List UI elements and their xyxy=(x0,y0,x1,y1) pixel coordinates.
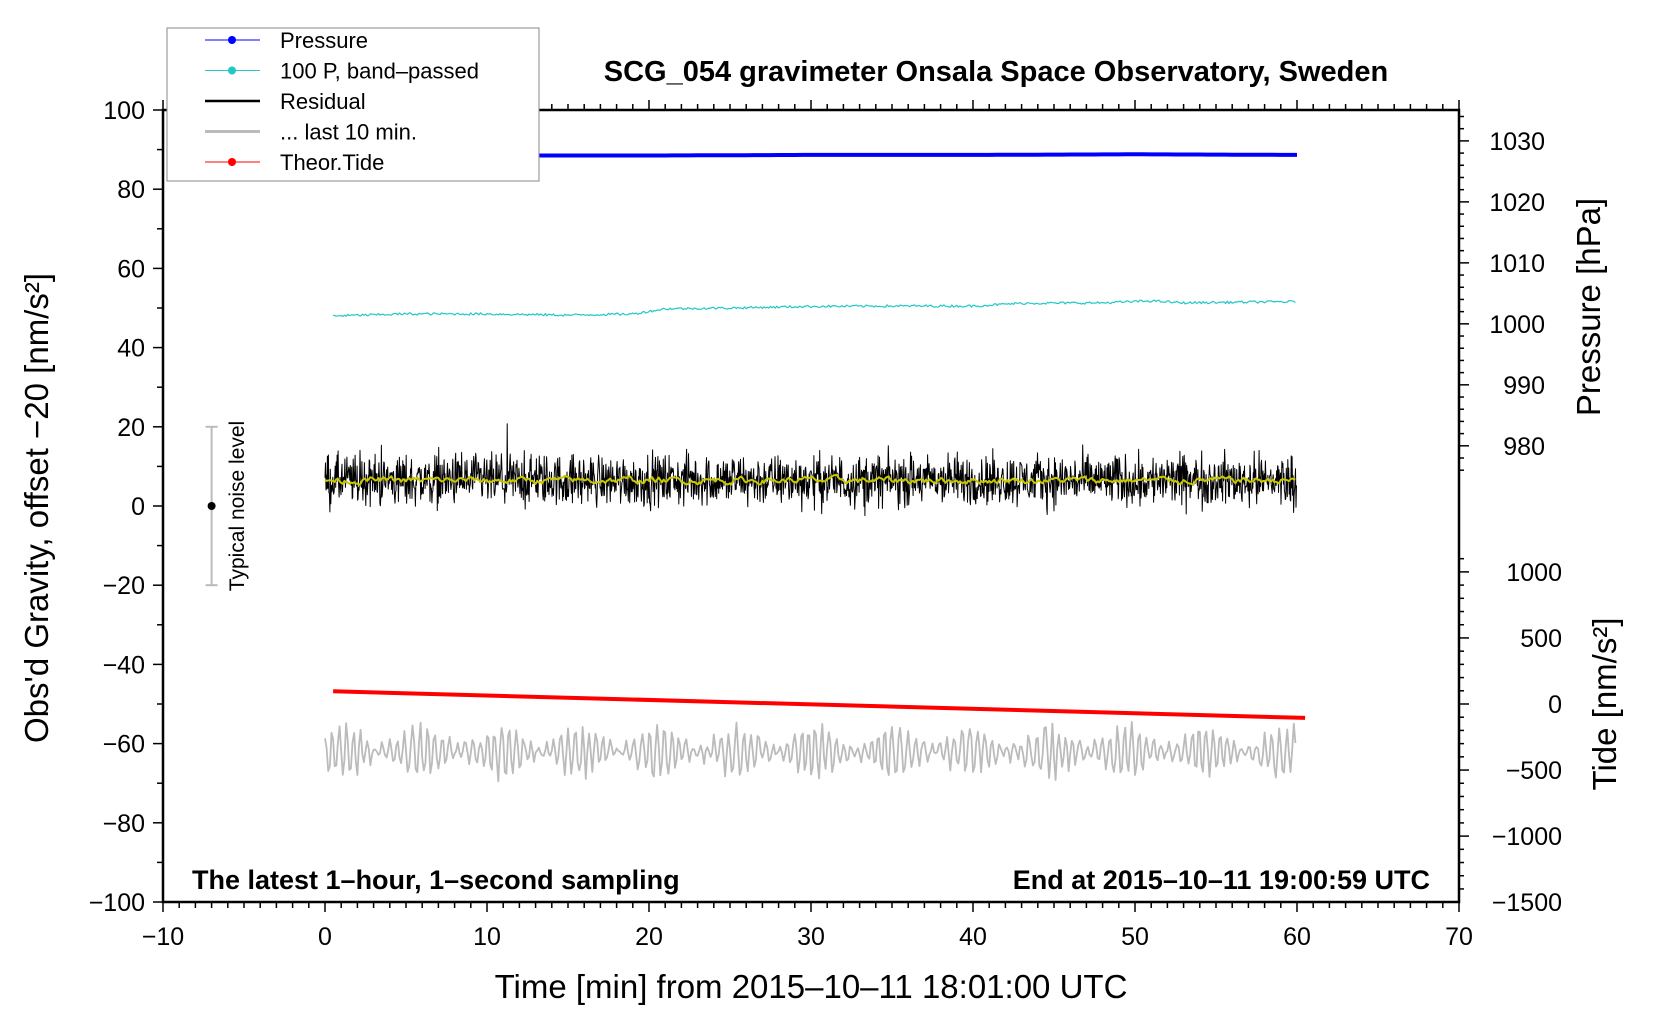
y-tick-label: −80 xyxy=(103,810,145,838)
plot-frame xyxy=(161,108,1461,904)
y-tick-label: −100 xyxy=(89,889,145,917)
tide-tick-label: −500 xyxy=(1506,757,1562,785)
x-tick-label: 60 xyxy=(1283,923,1311,951)
y-tick-label: −60 xyxy=(103,731,145,759)
y-tick-label: 0 xyxy=(131,493,145,521)
annotation-left: The latest 1–hour, 1–second sampling xyxy=(192,865,680,895)
legend-marker xyxy=(228,158,236,166)
y-tick-label: −20 xyxy=(103,572,145,600)
noise-level-dot xyxy=(207,502,216,510)
legend-label: Pressure xyxy=(280,28,368,53)
pressure-tick-label: 980 xyxy=(1503,433,1545,461)
tide-tick-label: −1500 xyxy=(1492,889,1562,917)
x-tick-label: −10 xyxy=(142,923,184,951)
y-axis-label-left: Obs'd Gravity, offset −20 [nm/s²] xyxy=(18,273,55,743)
y-axis-label-tide: Tide [nm/s²] xyxy=(1586,618,1623,791)
chart-title: SCG_054 gravimeter Onsala Space Observat… xyxy=(604,56,1388,88)
x-tick-label: 40 xyxy=(959,923,987,951)
x-tick-label: 50 xyxy=(1121,923,1149,951)
legend-label: Theor.Tide xyxy=(280,150,384,175)
x-tick-label: 0 xyxy=(318,923,332,951)
tide-tick-label: 500 xyxy=(1520,625,1562,653)
series-layer xyxy=(205,152,1306,783)
x-tick-label: 10 xyxy=(473,923,501,951)
pressure-bandpassed-series xyxy=(332,299,1296,318)
pressure-tick-label: 990 xyxy=(1503,372,1545,400)
y-axis-label-pressure: Pressure [hPa] xyxy=(1570,198,1607,416)
pressure-tick-label: 1030 xyxy=(1489,128,1545,156)
annotation-right: End at 2015–10–11 19:00:59 UTC xyxy=(1013,865,1430,895)
x-tick-label: 30 xyxy=(797,923,825,951)
legend-label: ... last 10 min. xyxy=(280,120,417,145)
tide-tick-label: −1000 xyxy=(1492,823,1562,851)
tide-tick-label: 0 xyxy=(1548,691,1562,719)
x-tick-label: 70 xyxy=(1445,923,1473,951)
x-axis-label: Time [min] from 2015–10–11 18:01:00 UTC xyxy=(495,968,1128,1005)
y-tick-label: 80 xyxy=(117,176,145,204)
y-tick-label: 60 xyxy=(117,255,145,283)
y-tick-label: −40 xyxy=(103,651,145,679)
y-tick-label: 20 xyxy=(117,414,145,442)
pressure-tick-label: 1010 xyxy=(1489,250,1545,278)
residual-smoothed-series xyxy=(324,473,1296,486)
pressure-tick-label: 1020 xyxy=(1489,189,1545,217)
legend-box xyxy=(166,27,540,182)
legend-marker xyxy=(228,36,236,44)
axes-layer: −10 0 10 20 30 40 50 60 70100806040200−20−40−60−… xyxy=(89,97,1562,951)
y-tick-label: 100 xyxy=(103,97,145,125)
residual-series xyxy=(324,423,1297,517)
noise-level-label: Typical noise level xyxy=(226,421,249,591)
pressure-tick-label: 1000 xyxy=(1489,311,1545,339)
x-tick-label: 20 xyxy=(635,923,663,951)
tide-tick-label: 1000 xyxy=(1506,559,1562,587)
y-tick-label: 40 xyxy=(117,335,145,363)
legend-marker xyxy=(228,66,236,75)
legend-label: 100 P, band–passed xyxy=(280,59,479,84)
last-10-min-series xyxy=(324,721,1297,783)
legend-label: Residual xyxy=(280,89,366,114)
legend: Pressure 100 P, band–passed Residual ... la… xyxy=(166,27,540,182)
theor-tide-series xyxy=(333,689,1306,720)
